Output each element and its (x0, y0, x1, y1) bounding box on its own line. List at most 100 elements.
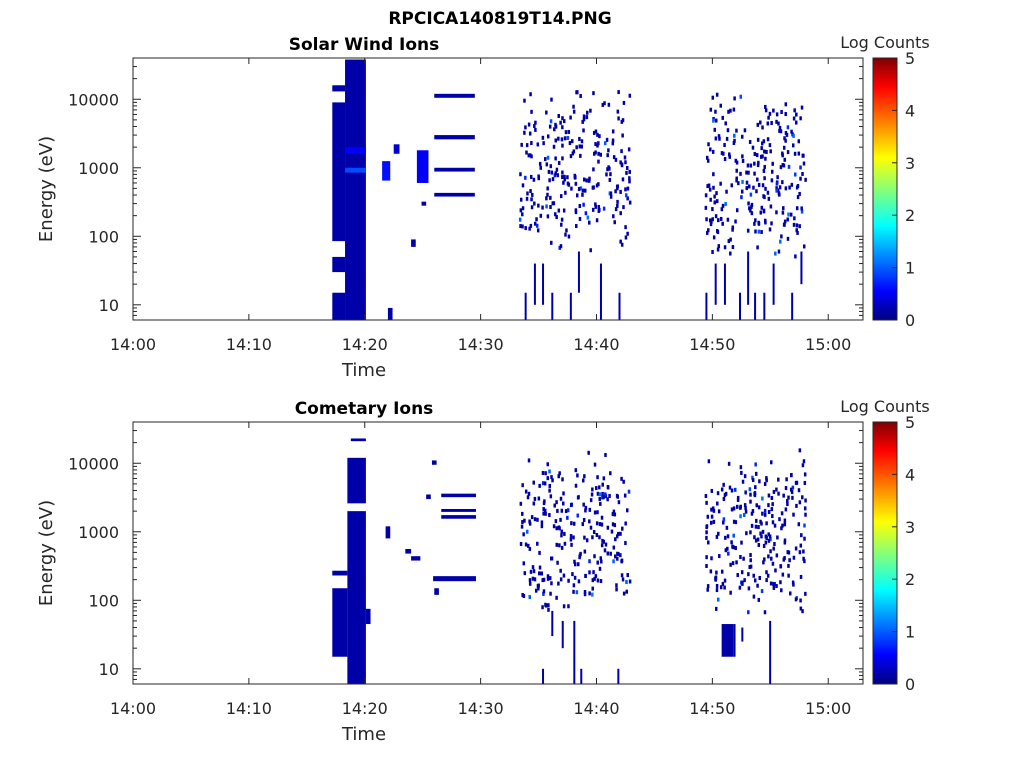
heatmap-cell (778, 185, 782, 190)
heatmap-cell (750, 511, 754, 516)
heatmap-cell (775, 181, 779, 186)
heatmap-cell (802, 244, 806, 249)
heatmap-cell (578, 216, 582, 221)
heatmap-cell (536, 142, 540, 147)
heatmap-cell (799, 165, 802, 170)
heatmap-cell (727, 461, 731, 466)
heatmap-cell (711, 250, 714, 255)
heatmap-cell (763, 508, 767, 513)
axes-frame (132, 421, 864, 685)
heatmap-cell (722, 520, 725, 525)
heatmap-cell (608, 166, 611, 171)
heatmap-cell (744, 509, 748, 514)
heatmap-cell (760, 205, 764, 210)
heatmap-cell (784, 138, 787, 143)
heatmap-cell (625, 589, 629, 594)
heatmap-cell (588, 591, 591, 596)
heatmap-cell (800, 105, 804, 110)
heatmap-cell (620, 162, 624, 167)
heatmap-cell (708, 187, 712, 192)
heatmap-cell (747, 610, 750, 615)
heatmap-cell (801, 171, 804, 176)
heatmap-cell (583, 549, 587, 554)
heatmap-cell (554, 122, 557, 127)
heatmap-cell (533, 201, 536, 206)
heatmap-cell (742, 556, 745, 561)
heatmap-cell (582, 117, 586, 122)
heatmap-cell (793, 172, 797, 177)
heatmap-cell (800, 206, 803, 211)
heatmap-cell (580, 139, 584, 144)
heatmap-cell (581, 119, 584, 124)
heatmap-cell (743, 578, 746, 583)
heatmap-cell (519, 541, 523, 546)
heatmap-cell (519, 224, 522, 229)
heatmap-cell (525, 150, 528, 155)
heatmap-cell (548, 124, 552, 129)
heatmap-cell (585, 538, 589, 543)
heatmap-cell (705, 500, 708, 505)
heatmap-cell (800, 209, 804, 214)
heatmap-cell (574, 210, 578, 215)
heatmap-cell (715, 570, 718, 575)
heatmap-cell (741, 580, 744, 585)
heatmap-cell (557, 208, 561, 213)
heatmap-cell (584, 574, 587, 579)
heatmap-cell (739, 555, 742, 560)
heatmap-cell (756, 245, 759, 250)
heatmap-cell (565, 228, 568, 233)
heatmap-cell (706, 587, 709, 592)
heatmap-cell (747, 251, 750, 305)
heatmap-cell (754, 471, 758, 476)
heatmap-cell (772, 585, 776, 590)
heatmap-cell (786, 550, 789, 555)
heatmap-cell (771, 161, 774, 166)
heatmap-cell (534, 588, 538, 593)
heatmap-cell (434, 192, 475, 197)
heatmap-cell (724, 535, 727, 540)
heatmap-cell (749, 208, 752, 213)
heatmap-cell (748, 564, 751, 569)
heatmap-cell (779, 580, 782, 585)
heatmap-cell (804, 512, 807, 517)
heatmap-cell (563, 541, 567, 546)
heatmap-cell (796, 230, 799, 235)
heatmap-cell (552, 524, 556, 529)
heatmap-cell (526, 191, 529, 196)
heatmap-cell (715, 191, 718, 196)
heatmap-cell (765, 578, 768, 583)
heatmap-cell (591, 487, 594, 492)
heatmap-cell (710, 488, 714, 493)
heatmap-cell (626, 508, 629, 513)
x-tick-label: 14:40 (573, 699, 619, 718)
heatmap-cell (723, 585, 726, 590)
heatmap-cell (522, 561, 526, 566)
heatmap-cell (740, 470, 743, 475)
heatmap-cell (787, 164, 791, 169)
heatmap-cell (741, 479, 745, 484)
heatmap-cell (541, 605, 544, 610)
heatmap-cell (749, 564, 753, 569)
heatmap-cell (598, 566, 602, 571)
heatmap-cell (753, 535, 756, 540)
heatmap-cell (566, 508, 570, 513)
heatmap-cell (549, 195, 552, 200)
heatmap-cell (529, 569, 533, 574)
heatmap-cell (780, 234, 783, 239)
heatmap-cell (734, 158, 738, 163)
heatmap-cell (553, 127, 556, 132)
heatmap-cell (740, 189, 744, 194)
heatmap-cell (434, 135, 475, 140)
heatmap-cell (594, 204, 598, 209)
y-tick-label: 100 (88, 591, 119, 610)
heatmap-cell (544, 602, 547, 607)
heatmap-cell (725, 525, 729, 530)
x-tick-label: 14:40 (573, 335, 619, 354)
axes-frame (132, 57, 864, 321)
heatmap-cell (615, 583, 618, 588)
heatmap-cell (582, 128, 585, 133)
heatmap-cell (707, 540, 710, 545)
heatmap-cell (762, 139, 766, 144)
heatmap-cell (753, 152, 757, 157)
heatmap-cell (550, 170, 554, 175)
